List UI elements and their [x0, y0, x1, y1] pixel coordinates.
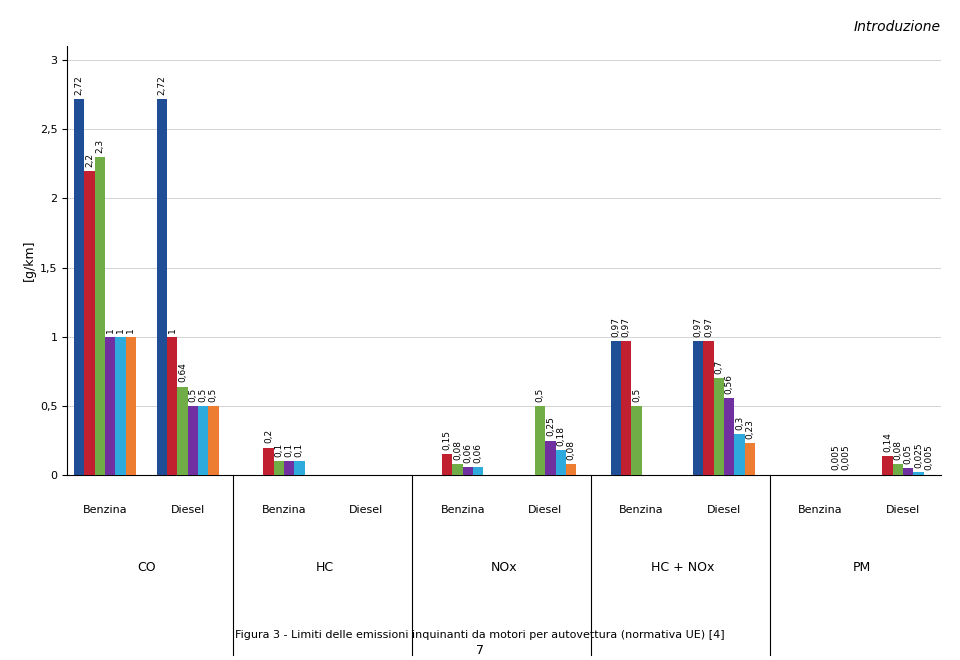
Bar [556, 450, 565, 475]
Text: Benzina: Benzina [619, 506, 664, 515]
Text: Benzina: Benzina [441, 506, 485, 515]
Text: 0,3: 0,3 [735, 415, 744, 430]
Text: 0,1: 0,1 [275, 443, 283, 457]
Bar [156, 99, 167, 475]
Bar [535, 406, 545, 475]
Text: Diesel: Diesel [707, 506, 741, 515]
Text: Diesel: Diesel [528, 506, 563, 515]
Text: PM: PM [852, 561, 871, 574]
Text: 0,5: 0,5 [188, 387, 197, 402]
Text: 0,5: 0,5 [209, 387, 218, 402]
Text: 0,1: 0,1 [295, 443, 304, 457]
Bar [443, 455, 452, 475]
Bar [84, 171, 95, 475]
Text: 1: 1 [168, 327, 177, 333]
Text: 0,64: 0,64 [178, 362, 187, 383]
Text: Diesel: Diesel [349, 506, 384, 515]
Bar [745, 444, 756, 475]
Y-axis label: [g/km]: [g/km] [23, 240, 36, 281]
Text: 0,5: 0,5 [632, 387, 641, 402]
Text: Benzina: Benzina [261, 506, 306, 515]
Bar [463, 467, 473, 475]
Text: 0,08: 0,08 [894, 440, 902, 460]
Text: 0,06: 0,06 [464, 443, 472, 463]
Bar [913, 472, 924, 475]
Bar [198, 406, 208, 475]
Text: 0,7: 0,7 [714, 360, 724, 374]
Bar [452, 464, 463, 475]
Bar [724, 398, 734, 475]
Bar [893, 464, 903, 475]
Text: 0,97: 0,97 [694, 317, 703, 337]
Text: 2,72: 2,72 [157, 75, 166, 94]
Bar [714, 378, 724, 475]
Bar [734, 434, 745, 475]
Text: 2,3: 2,3 [95, 139, 105, 152]
Bar [263, 447, 274, 475]
Text: 0,2: 0,2 [264, 429, 273, 444]
Bar [903, 469, 913, 475]
Bar [632, 406, 641, 475]
Text: Diesel: Diesel [886, 506, 920, 515]
Text: 1: 1 [127, 327, 135, 333]
Bar [167, 337, 178, 475]
Text: 2,72: 2,72 [75, 75, 84, 94]
Text: 0,18: 0,18 [556, 426, 565, 446]
Bar [565, 464, 576, 475]
Bar [274, 461, 284, 475]
Bar [126, 337, 136, 475]
Text: 0,14: 0,14 [883, 432, 892, 451]
Bar [473, 467, 484, 475]
Text: 0,97: 0,97 [704, 317, 713, 337]
Text: HC + NOx: HC + NOx [651, 561, 714, 574]
Text: HC: HC [316, 561, 334, 574]
Text: 7: 7 [476, 644, 484, 657]
Text: Introduzione: Introduzione [853, 20, 941, 34]
Bar [882, 456, 893, 475]
Text: 0,5: 0,5 [536, 387, 544, 402]
Text: Figura 3 - Limiti delle emissioni inquinanti da motori per autovettura (normativ: Figura 3 - Limiti delle emissioni inquin… [235, 630, 725, 640]
Text: Diesel: Diesel [171, 506, 204, 515]
Text: 0,005: 0,005 [924, 445, 933, 471]
Text: 0,1: 0,1 [284, 443, 294, 457]
Text: 1: 1 [106, 327, 114, 333]
Text: 0,5: 0,5 [199, 387, 207, 402]
Text: 0,06: 0,06 [473, 443, 483, 463]
Text: 0,005: 0,005 [831, 445, 840, 471]
Bar [74, 99, 84, 475]
Text: 0,25: 0,25 [546, 416, 555, 436]
Bar [208, 406, 219, 475]
Text: 0,08: 0,08 [453, 440, 462, 460]
Bar [704, 341, 714, 475]
Bar [284, 461, 294, 475]
Text: 0,025: 0,025 [914, 442, 923, 467]
Text: 0,23: 0,23 [745, 419, 755, 439]
Bar [95, 157, 105, 475]
Bar [693, 341, 704, 475]
Text: Benzina: Benzina [83, 506, 128, 515]
Bar [294, 461, 304, 475]
Text: 0,97: 0,97 [612, 317, 620, 337]
Text: CO: CO [137, 561, 156, 574]
Text: 0,005: 0,005 [842, 445, 851, 471]
Text: 0,15: 0,15 [443, 430, 452, 450]
Text: 0,97: 0,97 [621, 317, 631, 337]
Bar [105, 337, 115, 475]
Bar [545, 441, 556, 475]
Text: 0,05: 0,05 [903, 444, 913, 464]
Text: NOx: NOx [491, 561, 517, 574]
Text: 0,08: 0,08 [566, 440, 576, 460]
Bar [611, 341, 621, 475]
Bar [178, 387, 187, 475]
Bar [115, 337, 126, 475]
Text: 1: 1 [116, 327, 125, 333]
Text: Benzina: Benzina [798, 506, 843, 515]
Bar [187, 406, 198, 475]
Text: 2,2: 2,2 [85, 152, 94, 166]
Text: 0,56: 0,56 [725, 374, 733, 393]
Bar [621, 341, 632, 475]
